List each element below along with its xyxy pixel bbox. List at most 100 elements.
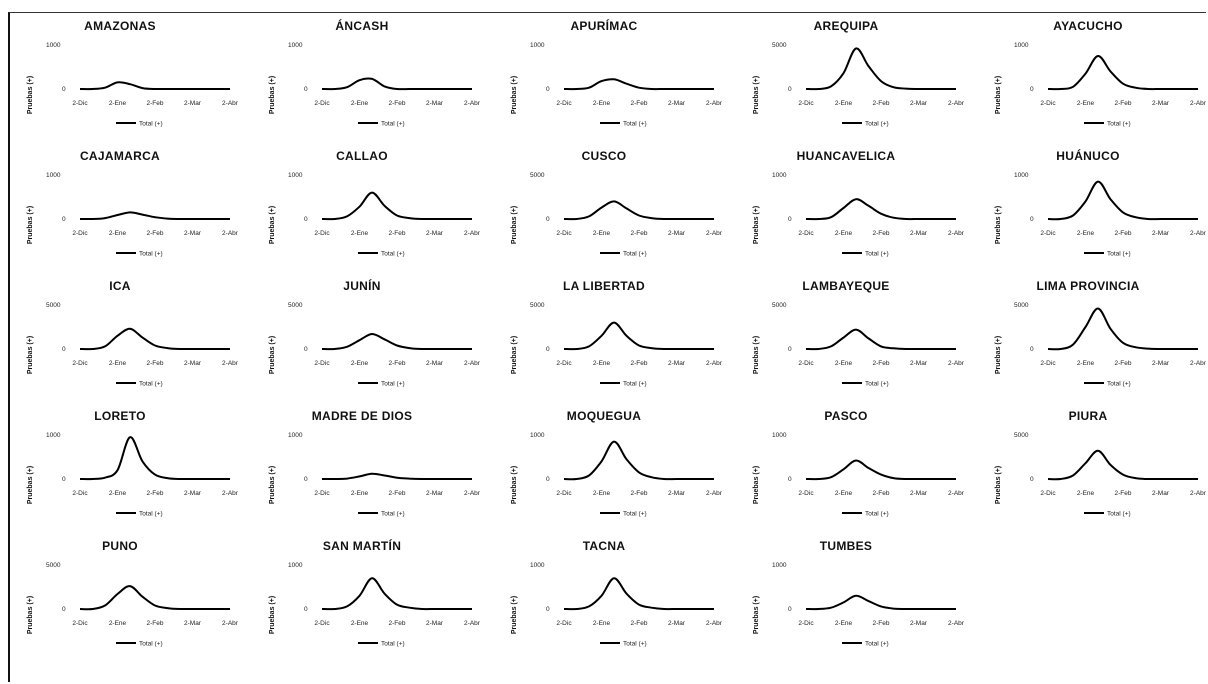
y-tick-label: 0 (546, 86, 550, 93)
y-tick-label: 0 (788, 606, 792, 613)
x-tick-label: 2-Dic (72, 490, 88, 497)
x-tick-label: 2-Abr (464, 490, 481, 497)
x-tick-label: 2-Mar (184, 100, 202, 107)
x-tick-label: 2-Abr (948, 620, 965, 627)
chart-panel: CALLAO Pruebas (+) 1000 0 2-Dic 2-Ene 2-Feb 2-M… (252, 149, 492, 277)
series-line (79, 585, 230, 611)
x-tick-label: 2-Feb (147, 490, 164, 497)
x-tick-label: 2-Abr (1190, 230, 1207, 237)
x-tick-label: 2-Dic (1040, 360, 1056, 367)
y-axis-label: Pruebas (+) (27, 596, 34, 634)
x-tick-label: 2-Mar (910, 100, 928, 107)
legend-label: Total (+) (865, 251, 889, 258)
x-tick-label: 2-Dic (314, 360, 330, 367)
y-tick-label: 0 (304, 86, 308, 93)
y-axis-label: Pruebas (+) (269, 206, 276, 244)
x-tick-label: 2-Abr (464, 100, 481, 107)
y-tick-label: 0 (546, 216, 550, 223)
chart-panel: ÁNCASH Pruebas (+) 1000 0 2-Dic 2-Ene 2-Feb 2-M… (252, 19, 492, 147)
x-tick-label: 2-Abr (706, 490, 723, 497)
y-tick-label: 0 (1030, 216, 1034, 223)
legend-label: Total (+) (865, 511, 889, 518)
x-tick-label: 2-Dic (556, 620, 572, 627)
chart-panel: AREQUIPA Pruebas (+) 5000 0 2-Dic 2-Ene 2-Feb 2… (736, 19, 976, 147)
legend-label: Total (+) (381, 121, 405, 128)
chart-title: AYACUCHO (1053, 19, 1123, 33)
x-tick-label: 2-Dic (72, 230, 88, 237)
x-tick-label: 2-Abr (948, 100, 965, 107)
line-chart: Pruebas (+) 1000 0 2-Dic 2-Ene 2-Feb 2-Mar 2-Ab… (269, 42, 481, 128)
x-tick-label: 2-Dic (314, 620, 330, 627)
x-tick-label: 2-Feb (389, 490, 406, 497)
series-line (563, 321, 714, 351)
x-tick-label: 2-Abr (706, 100, 723, 107)
chart-title: HUANCAVELICA (796, 149, 896, 163)
x-tick-label: 2-Ene (593, 490, 611, 497)
x-tick-label: 2-Feb (873, 100, 890, 107)
series-line (805, 328, 956, 351)
y-axis-label: Pruebas (+) (995, 76, 1002, 114)
legend-label: Total (+) (623, 251, 647, 258)
y-axis-label: Pruebas (+) (753, 336, 760, 374)
x-tick-label: 2-Dic (798, 230, 814, 237)
legend-label: Total (+) (1107, 511, 1131, 518)
x-tick-label: 2-Abr (948, 360, 965, 367)
chart-title: PASCO (824, 409, 868, 423)
x-tick-label: 2-Abr (1190, 360, 1207, 367)
x-tick-label: 2-Ene (351, 230, 369, 237)
series-line (805, 459, 956, 481)
x-tick-label: 2-Dic (556, 100, 572, 107)
x-tick-label: 2-Feb (389, 620, 406, 627)
chart-panel: SAN MARTÍN Pruebas (+) 1000 0 2-Dic 2-Ene 2-Fe… (252, 539, 492, 667)
x-tick-label: 2-Feb (1115, 230, 1132, 237)
figure-frame: AMAZONAS Pruebas (+) 1000 0 2-Dic 2-Ene 2-Feb 2… (8, 12, 1207, 682)
y-axis-label: Pruebas (+) (27, 336, 34, 374)
chart-title: AMAZONAS (84, 19, 156, 33)
chart-title: AREQUIPA (813, 19, 879, 33)
y-tick-label: 0 (546, 346, 550, 353)
y-tick-label: 0 (62, 346, 66, 353)
line-chart: Pruebas (+) 1000 0 2-Dic 2-Ene 2-Feb 2-Mar 2-Ab… (269, 172, 481, 258)
chart-title: CUSCO (581, 149, 627, 163)
series-line (805, 594, 956, 611)
legend-label: Total (+) (139, 511, 163, 518)
x-tick-label: 2-Ene (593, 230, 611, 237)
x-tick-label: 2-Dic (72, 100, 88, 107)
x-tick-label: 2-Mar (910, 490, 928, 497)
x-tick-label: 2-Dic (556, 230, 572, 237)
y-axis-label: Pruebas (+) (27, 206, 34, 244)
line-chart: Pruebas (+) 5000 0 2-Dic 2-Ene 2-Feb 2-Mar 2-Ab… (269, 302, 481, 388)
y-axis-label: Pruebas (+) (511, 466, 518, 504)
legend-label: Total (+) (1107, 121, 1131, 128)
x-tick-label: 2-Feb (631, 230, 648, 237)
y-tick-label: 1000 (1014, 172, 1029, 179)
x-tick-label: 2-Mar (1152, 360, 1170, 367)
y-axis-label: Pruebas (+) (27, 466, 34, 504)
y-tick-label: 1000 (288, 172, 303, 179)
series-line (563, 577, 714, 611)
x-tick-label: 2-Mar (426, 100, 444, 107)
y-tick-label: 1000 (288, 432, 303, 439)
x-tick-label: 2-Feb (147, 100, 164, 107)
y-tick-label: 1000 (772, 562, 787, 569)
y-tick-label: 1000 (530, 562, 545, 569)
x-tick-label: 2-Dic (1040, 100, 1056, 107)
legend-label: Total (+) (139, 381, 163, 388)
line-chart: Pruebas (+) 5000 0 2-Dic 2-Ene 2-Feb 2-Mar 2-Ab… (995, 432, 1207, 518)
x-tick-label: 2-Feb (873, 620, 890, 627)
x-tick-label: 2-Dic (556, 490, 572, 497)
line-chart: Pruebas (+) 1000 0 2-Dic 2-Ene 2-Feb 2-Mar 2-Ab… (511, 562, 723, 648)
x-tick-label: 2-Mar (1152, 490, 1170, 497)
x-tick-label: 2-Feb (873, 360, 890, 367)
y-axis-label: Pruebas (+) (753, 76, 760, 114)
line-chart: Pruebas (+) 1000 0 2-Dic 2-Ene 2-Feb 2-Mar 2-Ab… (753, 432, 965, 518)
y-tick-label: 0 (546, 476, 550, 483)
chart-title: LIMA PROVINCIA (1036, 279, 1140, 293)
x-tick-label: 2-Feb (631, 360, 648, 367)
legend-label: Total (+) (623, 381, 647, 388)
y-tick-label: 0 (304, 606, 308, 613)
x-tick-label: 2-Mar (668, 620, 686, 627)
chart-panel: ICA Pruebas (+) 5000 0 2-Dic 2-Ene 2-Feb 2-Mar 2… (10, 279, 250, 407)
x-tick-label: 2-Mar (910, 360, 928, 367)
y-tick-label: 0 (788, 216, 792, 223)
